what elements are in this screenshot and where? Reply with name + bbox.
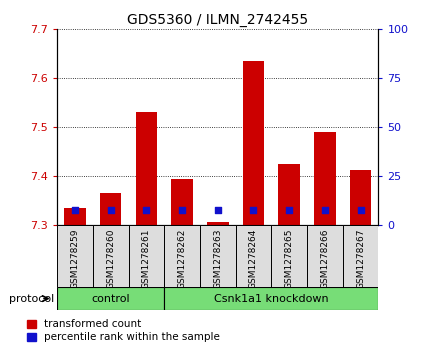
- Bar: [136, 112, 157, 225]
- Point: [107, 207, 114, 213]
- Bar: [57, 225, 93, 287]
- Text: GSM1278262: GSM1278262: [178, 228, 187, 289]
- Bar: [343, 225, 378, 287]
- Text: protocol: protocol: [9, 294, 54, 303]
- Point: [143, 207, 150, 213]
- Bar: [314, 132, 336, 225]
- Bar: [64, 208, 86, 225]
- Point: [286, 207, 293, 213]
- Bar: [100, 193, 121, 225]
- Bar: [172, 179, 193, 225]
- Bar: [93, 225, 128, 287]
- Bar: [57, 287, 164, 310]
- Point: [357, 207, 364, 213]
- Bar: [271, 225, 307, 287]
- Point: [72, 207, 79, 213]
- Text: control: control: [92, 294, 130, 303]
- Point: [250, 207, 257, 213]
- Text: GSM1278261: GSM1278261: [142, 228, 151, 289]
- Bar: [207, 222, 228, 225]
- Bar: [164, 287, 378, 310]
- Text: GSM1278266: GSM1278266: [320, 228, 330, 289]
- Text: GSM1278264: GSM1278264: [249, 228, 258, 289]
- Bar: [236, 225, 271, 287]
- Text: GSM1278263: GSM1278263: [213, 228, 222, 289]
- Point: [321, 207, 328, 213]
- Bar: [279, 164, 300, 225]
- Bar: [200, 225, 236, 287]
- Bar: [243, 61, 264, 225]
- Bar: [164, 225, 200, 287]
- Point: [179, 207, 186, 213]
- Text: GSM1278267: GSM1278267: [356, 228, 365, 289]
- Text: GSM1278265: GSM1278265: [285, 228, 293, 289]
- Bar: [307, 225, 343, 287]
- Text: GSM1278259: GSM1278259: [70, 228, 80, 289]
- Point: [214, 207, 221, 213]
- Bar: [128, 225, 164, 287]
- Text: GSM1278260: GSM1278260: [106, 228, 115, 289]
- Legend: transformed count, percentile rank within the sample: transformed count, percentile rank withi…: [27, 319, 220, 342]
- Title: GDS5360 / ILMN_2742455: GDS5360 / ILMN_2742455: [127, 13, 308, 26]
- Bar: [350, 170, 371, 225]
- Text: Csnk1a1 knockdown: Csnk1a1 knockdown: [214, 294, 329, 303]
